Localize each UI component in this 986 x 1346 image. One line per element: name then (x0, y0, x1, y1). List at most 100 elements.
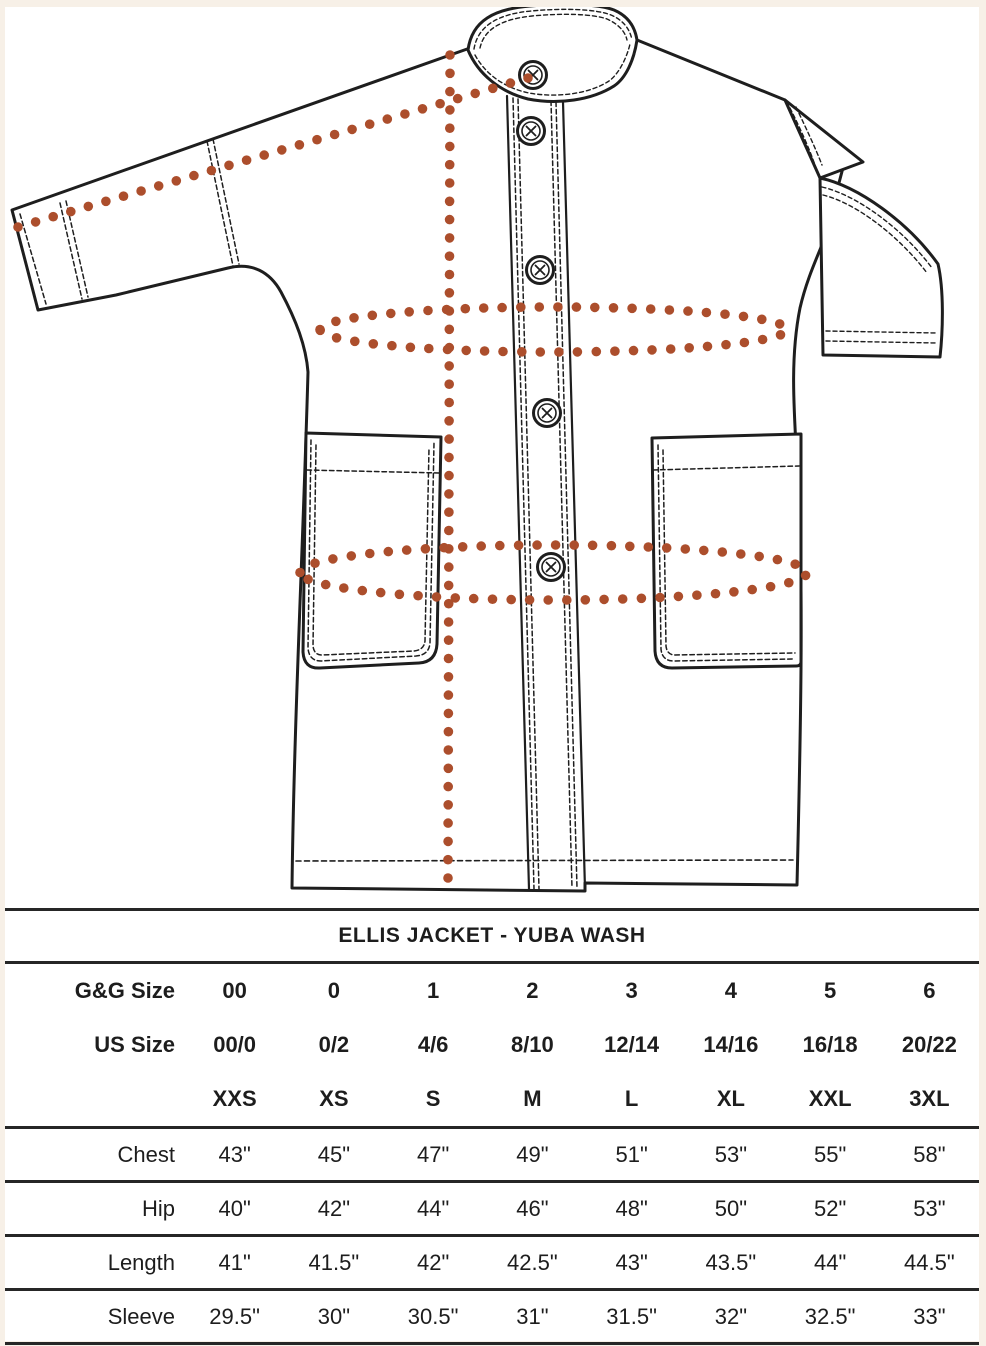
measurement-dot (101, 196, 111, 207)
table-cell: 3XL (909, 1086, 950, 1111)
measurement-dot (543, 595, 553, 605)
sleeve-measurement-guide (13, 73, 533, 232)
table-cell: 31.5" (606, 1303, 657, 1329)
table-rule (5, 1342, 979, 1345)
measurement-dot (452, 93, 463, 104)
measurement-dot (800, 570, 811, 581)
measurement-dot (401, 545, 412, 555)
measurement-dot (443, 781, 454, 792)
measurement-dot (683, 306, 693, 316)
table-cell: 49" (516, 1141, 549, 1167)
measurement-dot (387, 340, 397, 351)
measurement-dot (331, 333, 342, 343)
measurement-dot (443, 580, 454, 591)
table-cell: 29.5" (209, 1303, 260, 1329)
measurement-dot (476, 541, 487, 551)
measurement-dot (572, 347, 583, 357)
measurement-dot (664, 305, 675, 315)
table-cell: 8/10 (510, 1032, 554, 1057)
collar-stitch (473, 8, 633, 96)
row-label: US Size (94, 1032, 175, 1057)
measurement-dot (587, 540, 598, 551)
measurement-dot (498, 346, 508, 357)
measurement-dot (277, 145, 287, 155)
measurement-dot (420, 544, 431, 554)
content-panel: ELLIS JACKET - YUBA WASH G&G Size 00 0 1 2 3 4… (5, 7, 979, 1345)
measurement-dot (444, 379, 455, 390)
measurement-dot (643, 542, 654, 552)
measurement-dot (423, 305, 433, 316)
measurement-dot (457, 542, 468, 552)
measurement-dot (665, 344, 676, 354)
measurement-dot (569, 540, 579, 550)
table-cell: 30" (317, 1303, 351, 1329)
table-row: US Size 00/0 0/2 4/6 8/10 12/14 14/16 16/18 20/2… (5, 1018, 979, 1072)
right-sleeve-panel (818, 176, 944, 359)
measurement-dot (461, 345, 472, 356)
button-icon (516, 116, 546, 146)
measurement-dot (747, 584, 757, 595)
measurement-dot (189, 170, 199, 181)
measurement-dot (357, 585, 368, 596)
right-sleeve-stitch (821, 186, 937, 344)
table-cell: 47" (416, 1141, 450, 1167)
measurement-dot (386, 308, 396, 319)
measurement-dot (617, 594, 628, 604)
table-row: Sleeve 29.5" 30" 30.5" 31" 31.5" 32" 32.5" 33" (5, 1291, 979, 1342)
table-cell: 4 (724, 978, 737, 1003)
measurement-dot (495, 540, 505, 551)
right-pocket-stitch (652, 444, 800, 662)
measurement-dot (444, 525, 454, 536)
measurement-dot (443, 726, 454, 737)
measurement-dot (645, 304, 656, 314)
table-cell: 30.5" (407, 1303, 459, 1329)
measurement-dot (562, 595, 572, 605)
measurement-dot (534, 302, 545, 312)
measurement-dot (738, 311, 749, 322)
measurement-dot (636, 593, 647, 604)
table-cell: 1 (427, 978, 440, 1003)
measurement-dot (443, 708, 454, 719)
measurement-dot (206, 165, 217, 176)
measurement-dot (417, 104, 428, 114)
measurement-dot (444, 397, 455, 408)
measurement-dot (259, 150, 270, 160)
table-cell: 45" (317, 1141, 351, 1167)
measurement-dot (647, 345, 657, 355)
measurement-dot (721, 339, 731, 350)
measurement-dot (368, 339, 379, 349)
measurement-dot (312, 134, 322, 145)
table-cell: 0 (327, 978, 340, 1003)
measurement-dot (365, 548, 375, 559)
measurement-dot (441, 304, 452, 315)
measurement-dot (702, 341, 713, 352)
measurement-dot (610, 346, 620, 357)
measurement-dot (315, 325, 326, 336)
left-cuff-stitch (19, 200, 89, 305)
table-cell: XL (716, 1086, 745, 1111)
measurement-dot (394, 589, 405, 600)
measurement-dot (479, 346, 490, 356)
row-label: Length (107, 1249, 175, 1275)
table-cell: 46" (516, 1195, 549, 1221)
table-row: XXS XS S M L XL XXL 3XL (5, 1072, 979, 1126)
measurement-dot (444, 470, 454, 481)
measurement-dot (445, 141, 455, 152)
measurement-dot (320, 579, 331, 590)
measurement-dot (460, 303, 471, 314)
hip-measurement-guide (295, 540, 811, 605)
measurement-dot (488, 83, 498, 94)
jacket-outline (10, 7, 944, 893)
table-rule (5, 1126, 979, 1129)
button-icon (532, 398, 562, 428)
measurement-dot (470, 88, 481, 99)
measurement-dot (550, 540, 561, 550)
button-placket (505, 94, 587, 891)
table-cell: 16/18 (802, 1032, 858, 1057)
table-cell: 43.5" (705, 1249, 757, 1275)
measurement-dot (443, 818, 453, 828)
measurement-dot (136, 186, 146, 196)
table-cell: 42" (416, 1249, 450, 1275)
measurement-dot (450, 593, 461, 603)
